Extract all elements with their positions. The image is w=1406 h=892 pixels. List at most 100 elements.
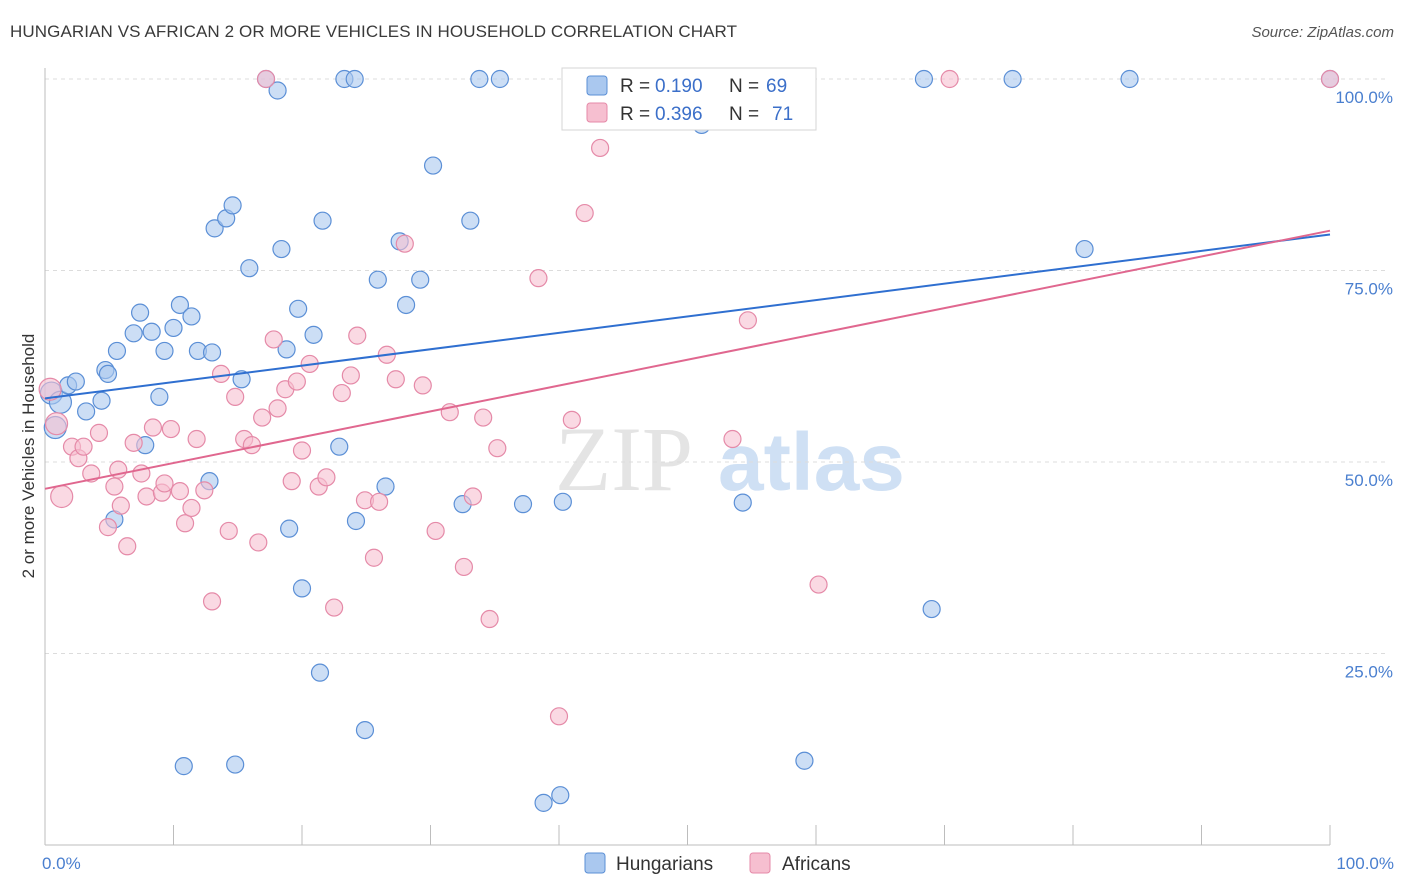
- hungarian-point: [345, 69, 364, 89]
- hungarian-point: [1120, 69, 1139, 89]
- africans-r-value: 0.396: [655, 104, 703, 125]
- hungarian-point: [795, 751, 814, 770]
- y-tick-label: 50.0%: [1345, 471, 1393, 490]
- hungarian-point: [130, 303, 150, 322]
- african-point: [395, 234, 414, 253]
- african-point: [124, 433, 143, 452]
- african-point: [386, 370, 405, 389]
- african-point: [575, 203, 594, 223]
- hungarian-point: [226, 755, 245, 774]
- hungarian-point: [534, 793, 553, 812]
- series-legend: Hungarians Africans: [584, 852, 851, 875]
- hungarian-point: [268, 81, 287, 100]
- african-point: [370, 492, 389, 511]
- hungarian-point: [150, 387, 169, 406]
- hungarian-point: [202, 343, 222, 362]
- hungarian-point: [182, 307, 201, 326]
- african-point: [488, 439, 507, 458]
- african-point: [38, 377, 62, 401]
- african-point: [137, 487, 156, 506]
- african-point: [549, 707, 569, 726]
- african-point: [1320, 69, 1340, 89]
- african-point: [940, 69, 959, 89]
- african-point: [256, 69, 276, 89]
- african-point: [170, 482, 190, 501]
- african-point: [74, 437, 93, 456]
- african-point: [226, 387, 245, 406]
- african-point: [529, 269, 548, 288]
- hungarian-point: [490, 69, 509, 89]
- hungarian-point: [461, 211, 480, 230]
- african-point: [723, 429, 742, 449]
- african-point: [562, 410, 581, 429]
- hungarian-point: [513, 495, 533, 514]
- african-point: [474, 408, 493, 427]
- hungarian-point: [98, 364, 118, 384]
- hungarian-point: [313, 211, 332, 230]
- african-point: [50, 484, 74, 509]
- hungarian-point: [551, 786, 570, 805]
- hungarian-point: [1003, 69, 1022, 89]
- hungarian-point: [346, 511, 366, 531]
- hungarian-point: [170, 295, 190, 315]
- axes: 25.0% 50.0% 75.0% 100.0% 0.0% 100.0%: [42, 68, 1394, 873]
- hungarian-point: [77, 402, 96, 421]
- african-point: [105, 477, 124, 496]
- african-point: [317, 468, 336, 487]
- hungarian-point: [240, 259, 259, 278]
- hungarian-point: [330, 437, 349, 456]
- african-point: [175, 514, 195, 533]
- y-axis-title: 2 or more Vehicles in Household: [19, 334, 38, 579]
- y-tick-label: 75.0%: [1345, 280, 1393, 299]
- data-points: [38, 69, 1340, 812]
- hungarian-point: [232, 370, 251, 389]
- x-tick-label-max: 100.0%: [1336, 854, 1394, 873]
- hungarian-point: [304, 325, 323, 344]
- hungarian-point: [733, 493, 752, 512]
- y-tick-label: 100.0%: [1335, 88, 1393, 107]
- hungarian-point: [92, 391, 111, 410]
- legend-africans-label: Africans: [782, 854, 851, 875]
- trend-lines: [44, 229, 1331, 490]
- african-point: [111, 496, 130, 515]
- hungarian-point: [396, 295, 416, 315]
- hungarian-point: [292, 579, 312, 598]
- hungarian-point: [411, 270, 430, 289]
- african-point: [253, 408, 272, 427]
- hungarian-point: [277, 340, 296, 359]
- hungarian-point: [376, 477, 395, 496]
- hungarian-point: [470, 69, 489, 89]
- hungarians-trend-line: [44, 233, 1331, 400]
- africans-n-value: 71: [772, 104, 793, 125]
- y-tick-label: 25.0%: [1345, 663, 1393, 682]
- hungarian-point: [142, 322, 161, 341]
- african-point: [332, 383, 351, 403]
- hungarians-swatch: [586, 75, 608, 96]
- african-point: [249, 533, 268, 552]
- african-point: [454, 557, 474, 577]
- hungarian-point: [922, 599, 941, 619]
- legend-africans-swatch: [749, 852, 771, 874]
- gridlines: [45, 78, 1386, 654]
- african-point: [44, 412, 69, 436]
- hungarian-point: [368, 270, 387, 289]
- african-point: [143, 418, 163, 437]
- hungarian-point: [174, 757, 193, 776]
- x-tick-label-min: 0.0%: [42, 854, 81, 873]
- stats-legend: R = 0.190 N = 69 R = 0.396 N = 71: [561, 67, 817, 131]
- african-point: [182, 498, 201, 518]
- hungarians-n-value: 69: [766, 76, 787, 97]
- african-point: [426, 521, 445, 541]
- african-point: [219, 521, 238, 541]
- africans-swatch: [586, 102, 608, 123]
- african-point: [161, 419, 181, 439]
- hungarian-point: [155, 341, 174, 361]
- hungarian-point: [423, 156, 443, 175]
- african-point: [211, 364, 231, 384]
- african-point: [268, 399, 287, 418]
- african-point: [463, 487, 483, 506]
- hungarian-point: [66, 372, 85, 391]
- chart-title: HUNGARIAN VS AFRICAN 2 OR MORE VEHICLES …: [10, 22, 738, 41]
- african-point: [118, 537, 137, 556]
